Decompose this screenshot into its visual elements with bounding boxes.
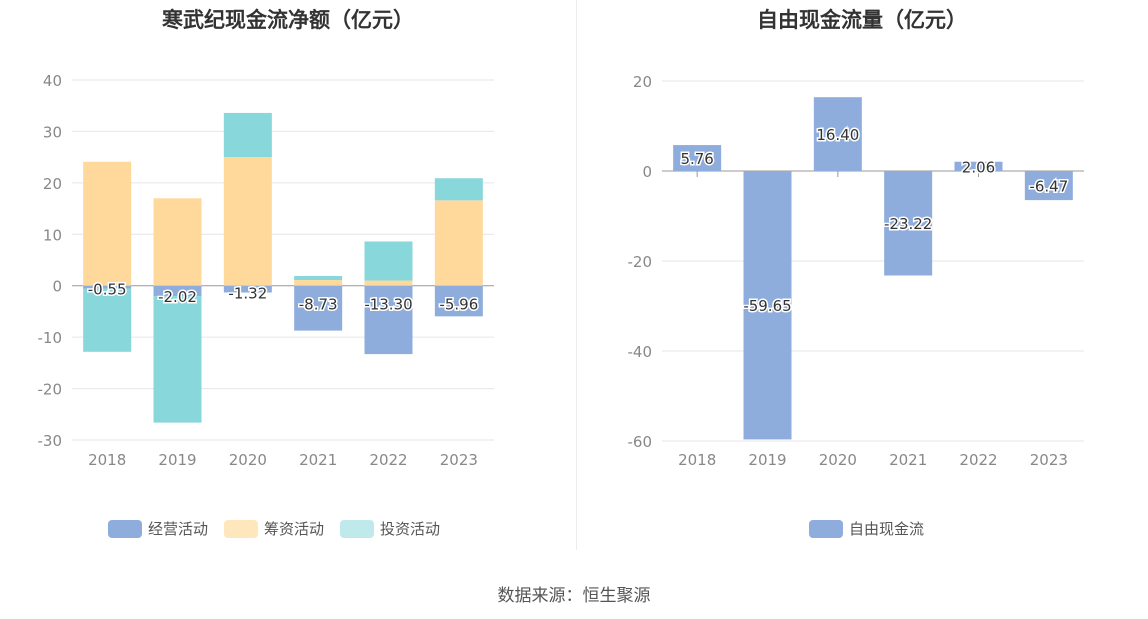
bar-segment (83, 161, 132, 286)
x-tick-label: 2018 (88, 451, 126, 469)
data-label: -2.02 (158, 288, 197, 306)
y-tick-label: -10 (38, 329, 63, 347)
data-label: -6.47 (1029, 178, 1068, 196)
legend-label-investing: 投资活动 (380, 520, 441, 538)
data-label: -0.55 (88, 281, 127, 299)
x-tick-label: 2023 (1030, 451, 1068, 469)
x-tick-label: 2021 (299, 451, 337, 469)
legend-right: 自由现金流 (809, 518, 924, 539)
x-tick-label: 2020 (229, 451, 267, 469)
y-tick-label: 0 (642, 163, 652, 181)
legend-label-operating: 经营活动 (148, 520, 209, 538)
data-label: -13.30 (364, 296, 412, 314)
data-label: 16.40 (816, 126, 859, 144)
x-tick-label: 2021 (889, 451, 927, 469)
legend-swatch-financing (224, 519, 259, 538)
bar-segment (223, 112, 272, 158)
legend-item-financing[interactable]: 筹资活动 (224, 518, 324, 539)
bar-segment (294, 275, 343, 281)
x-tick-label: 2018 (678, 451, 716, 469)
y-tick-label: 20 (43, 175, 62, 193)
x-tick-label: 2019 (748, 451, 786, 469)
bar-segment (434, 285, 483, 317)
data-label: 2.06 (962, 158, 995, 176)
panel-divider (576, 0, 577, 550)
bar (743, 171, 792, 440)
free-cashflow-bar-chart: 20 0 -20 -40 -60 2018 5.76 2019 -59.65 2020 16.40 2… (628, 73, 1084, 469)
bar-segment (83, 288, 132, 352)
x-tick-label: 2019 (158, 451, 196, 469)
y-tick-label: 0 (52, 278, 62, 296)
bar-segment (294, 285, 343, 331)
legend-swatch-operating (108, 519, 142, 538)
bar (813, 97, 862, 171)
bar (884, 171, 933, 276)
legend-swatch-investing (340, 519, 375, 538)
cashflow-stacked-bar-chart: 40 30 20 10 0 -10 -20 -30 2018 -0.55 2019 -2.02 2020… (38, 72, 494, 469)
y-tick-label: -20 (628, 253, 653, 271)
chart-title-left: 寒武纪现金流净额（亿元） (162, 8, 414, 32)
bar-segment (364, 280, 413, 286)
y-tick-label: 10 (43, 226, 62, 244)
data-label: -59.65 (743, 297, 791, 315)
bar (673, 145, 722, 171)
y-tick-label: 20 (633, 73, 652, 91)
x-tick-label: 2023 (440, 451, 478, 469)
legend-label-free-cashflow: 自由现金流 (849, 520, 925, 538)
chart-title-right: 自由现金流量（亿元） (757, 8, 967, 32)
x-tick-label: 2020 (819, 451, 857, 469)
data-label: 5.76 (680, 150, 713, 168)
legend-item-free-cashflow[interactable]: 自由现金流 (809, 518, 924, 539)
bar-segment (434, 200, 483, 286)
data-label: -23.22 (884, 215, 932, 233)
data-source-note: 数据来源：恒生聚源 (497, 586, 651, 606)
bar-segment (153, 198, 202, 286)
legend-item-investing[interactable]: 投资活动 (340, 518, 440, 539)
bar-segment (294, 280, 343, 286)
legend-label-financing: 筹资活动 (264, 520, 325, 538)
y-tick-label: -40 (628, 343, 653, 361)
y-tick-label: -30 (38, 432, 63, 450)
bar-segment (153, 296, 202, 423)
data-label: -5.96 (439, 296, 478, 314)
data-label: -1.32 (228, 285, 267, 303)
bar-segment (153, 285, 202, 297)
y-tick-label: -20 (38, 381, 63, 399)
bar (954, 161, 1003, 171)
bar-segment (223, 157, 272, 286)
bar-segment (364, 285, 413, 355)
x-tick-label: 2022 (959, 451, 997, 469)
legend-left: 经营活动 筹资活动 投资活动 (108, 518, 440, 539)
y-tick-label: -60 (628, 433, 653, 451)
bar (1024, 171, 1073, 201)
bar-segment (364, 241, 413, 281)
data-label: -8.73 (299, 296, 338, 314)
y-tick-label: 30 (43, 123, 62, 141)
bar-segment (83, 285, 132, 289)
y-tick-label: 40 (43, 72, 62, 90)
x-tick-label: 2022 (369, 451, 407, 469)
legend-item-operating[interactable]: 经营活动 (108, 518, 208, 539)
bar-segment (223, 285, 272, 293)
bar-segment (434, 178, 483, 201)
legend-swatch-free-cashflow (809, 519, 843, 538)
